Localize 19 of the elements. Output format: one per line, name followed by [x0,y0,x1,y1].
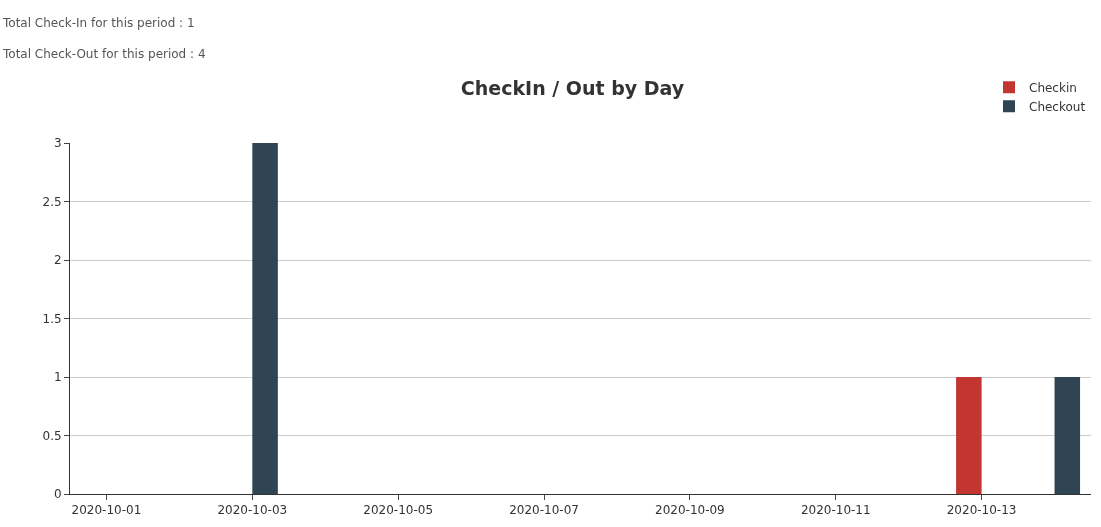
y-tick-label: 3 [53,136,62,151]
chart-title: CheckIn / Out by Day [460,76,685,99]
y-tick-label: 2 [53,253,62,268]
x-tick-label: 2020-10-13 [946,503,1017,518]
x-tick-label: 2020-10-07 [509,503,579,518]
x-tick-label: 2020-10-11 [800,503,871,518]
text: Total Check-Out for this period : 4 [2,47,206,61]
y-tick-label: 2.5 [42,194,62,209]
x-tick-label: 2020-10-03 [217,503,288,518]
x-tick-label: 2020-10-05 [363,503,434,518]
y-tick-label: 0 [53,487,62,502]
legend-label: Checkout [1029,99,1086,114]
legend-label: Checkin [1029,80,1077,95]
y-tick-label: 1.5 [42,311,62,326]
y-tick-label: 1 [53,370,62,385]
x-tick-label: 2020-10-09 [655,503,725,518]
x-tick-label: 2020-10-01 [71,503,142,518]
text: Total Check-In for this period : 1 [2,16,195,30]
y-tick-label: 0.5 [42,428,62,443]
